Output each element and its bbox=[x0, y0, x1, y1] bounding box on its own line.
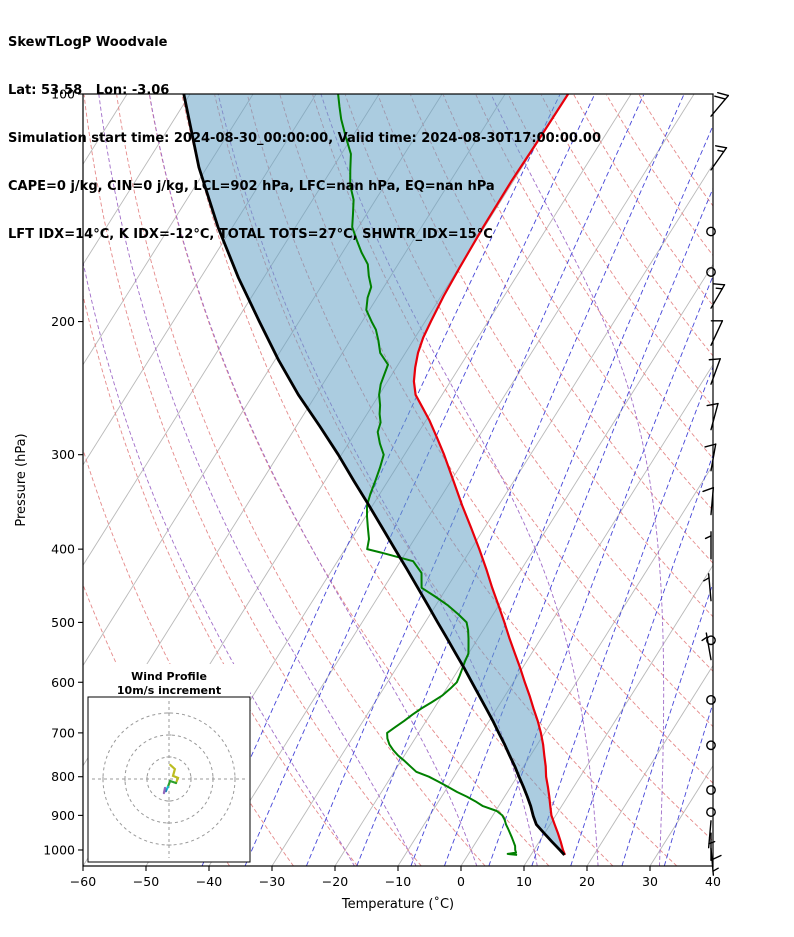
temperature-tick-label: −30 bbox=[259, 874, 285, 889]
shaded-area bbox=[183, 94, 569, 855]
x-axis-label: Temperature (˚C) bbox=[341, 896, 454, 912]
wind-barb-half-feather bbox=[701, 636, 708, 642]
hodograph-ring-ticks bbox=[102, 712, 236, 846]
pressure-tick-label: 300 bbox=[51, 447, 75, 462]
wind-barb-feather bbox=[704, 443, 717, 448]
temperature-tick-label: −20 bbox=[322, 874, 348, 889]
header-latlon: Lat: 53.58 Lon: -3.06 bbox=[8, 83, 170, 98]
header-cape-line: CAPE=0 j/kg, CIN=0 j/kg, LCL=902 hPa, LF… bbox=[8, 179, 495, 194]
wind-barb-half-feather bbox=[708, 840, 716, 845]
header-block: SkewTLogP Woodvale Lat: 53.58 Lon: -3.06… bbox=[8, 3, 601, 275]
pressure-tick-label: 600 bbox=[51, 675, 75, 690]
wind-barb-staff bbox=[710, 320, 724, 347]
wind-barb-half-feather bbox=[717, 149, 725, 153]
temperature-tick-label: 20 bbox=[579, 874, 595, 889]
plot-area bbox=[83, 94, 713, 866]
temperature-tick-label: 40 bbox=[705, 874, 721, 889]
pressure-tick-label: 500 bbox=[51, 615, 75, 630]
wind-barb-feather bbox=[702, 486, 715, 493]
wind-barb-feather bbox=[712, 283, 726, 286]
wind-barb-half-feather bbox=[712, 867, 719, 872]
calm-wind-circle bbox=[706, 694, 716, 705]
pressure-tick-label: 700 bbox=[51, 725, 75, 740]
dewpoint-curve bbox=[337, 94, 518, 856]
calm-wind-circle bbox=[706, 267, 716, 277]
temperature-tick-label: −60 bbox=[70, 874, 96, 889]
wind-barb-half-feather bbox=[715, 287, 723, 290]
header-title: SkewTLogP Woodvale bbox=[8, 35, 168, 50]
wind-barb-staff bbox=[710, 358, 721, 385]
pressure-tick-label: 800 bbox=[51, 769, 75, 784]
hodograph-inset bbox=[87, 664, 251, 863]
pressure-tick-label: 900 bbox=[51, 808, 75, 823]
parcel-curve bbox=[182, 94, 566, 856]
hodograph-title-line2: 10m/s increment bbox=[117, 684, 221, 697]
wind-barb-feather bbox=[708, 358, 721, 361]
wind-barb-half-feather bbox=[703, 577, 710, 582]
temperature-tick-label: −10 bbox=[385, 874, 411, 889]
header-times: Simulation start time: 2024-08-30_00:00:… bbox=[8, 131, 601, 146]
hodograph-trace-segment bbox=[169, 763, 180, 785]
header-indices-line: LFT IDX=14°C, K IDX=-12°C, TOTAL TOTS=27… bbox=[8, 227, 493, 242]
pressure-tick-label: 1000 bbox=[43, 842, 75, 857]
wind-barb-staff bbox=[710, 402, 719, 431]
temperature-tick-label: −50 bbox=[133, 874, 159, 889]
wind-barb-feather bbox=[706, 402, 719, 407]
temperature-tick-label: −40 bbox=[196, 874, 222, 889]
wind-barb-half-feather bbox=[704, 535, 712, 540]
wind-barb-feather bbox=[714, 95, 727, 100]
calm-wind-circle bbox=[706, 785, 716, 795]
wind-barb-feather bbox=[714, 145, 728, 149]
y-axis-label: Pressure (hPa) bbox=[14, 433, 29, 526]
wind-barb-staff bbox=[710, 486, 715, 516]
hodograph-title-line1: Wind Profile bbox=[131, 670, 207, 683]
wind-barb-feather bbox=[717, 91, 730, 97]
hodograph-trace-segment bbox=[166, 779, 178, 788]
wind-barbs bbox=[701, 91, 730, 876]
calm-wind-circle bbox=[706, 740, 716, 751]
pressure-tick-label: 200 bbox=[51, 314, 75, 329]
temperature-tick-label: 30 bbox=[642, 874, 658, 889]
wind-barb-staff bbox=[710, 443, 717, 472]
pressure-tick-label: 100 bbox=[51, 87, 75, 102]
temperature-tick-label: 0 bbox=[457, 874, 465, 889]
calm-wind-circle bbox=[706, 635, 716, 646]
calm-wind-circle bbox=[706, 226, 716, 237]
hodograph-trace-segment bbox=[162, 786, 167, 795]
calm-wind-circle bbox=[706, 807, 716, 817]
pressure-tick-label: 400 bbox=[51, 542, 75, 557]
temperature-tick-label: 10 bbox=[516, 874, 532, 889]
temperature-curve bbox=[412, 94, 570, 856]
